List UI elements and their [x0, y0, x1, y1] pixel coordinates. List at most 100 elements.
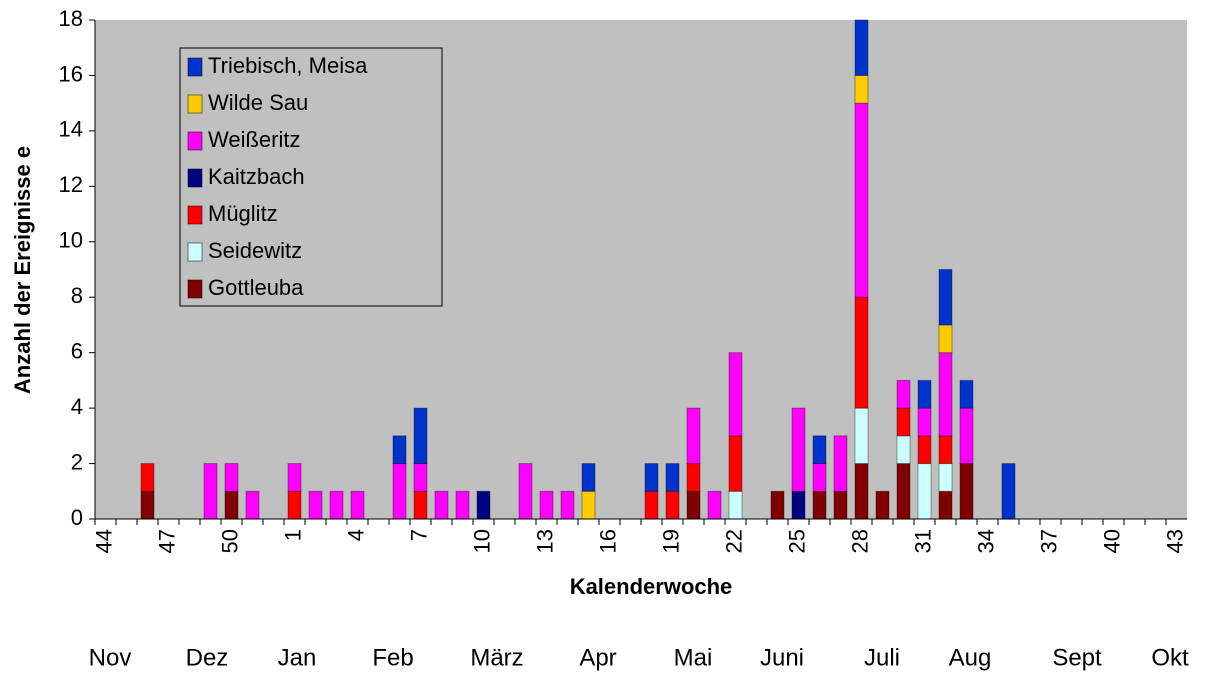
bar-segment	[581, 463, 596, 492]
bar-segment	[287, 490, 302, 520]
bar-segment	[938, 490, 953, 520]
bar-segment	[896, 463, 911, 520]
month-label: Nov	[89, 644, 132, 671]
bar-segment	[518, 463, 533, 520]
x-tick-label: 28	[847, 529, 872, 553]
bar-segment	[287, 463, 302, 492]
bar-segment	[959, 379, 974, 409]
bar-segment	[686, 407, 701, 465]
bar-segment	[203, 463, 218, 520]
bar-segment	[140, 463, 155, 492]
bar-segment	[854, 407, 869, 465]
bar-segment	[791, 490, 806, 520]
legend-label: Weißeritz	[208, 127, 301, 152]
month-label: Juli	[864, 644, 900, 671]
bar-segment	[350, 490, 365, 520]
bar-segment	[224, 463, 239, 492]
x-tick-label: 43	[1162, 529, 1187, 553]
bar-segment	[959, 407, 974, 465]
bar-segment	[833, 435, 848, 492]
bar-segment	[581, 490, 596, 520]
month-label: Juni	[760, 644, 804, 671]
bar-segment	[812, 435, 827, 465]
bar-segment	[938, 463, 953, 492]
bar-segment	[896, 407, 911, 437]
bar-segment	[917, 379, 932, 409]
bar-segment	[854, 296, 869, 409]
month-label: Mai	[674, 644, 713, 671]
bar-segment	[728, 352, 743, 437]
legend-label: Triebisch, Meisa	[208, 53, 368, 78]
y-tick-label: 18	[59, 6, 83, 31]
y-tick-label: 0	[71, 505, 83, 530]
legend-swatch	[187, 242, 203, 262]
x-tick-label: 50	[217, 529, 242, 553]
bar-segment	[896, 379, 911, 409]
bar-segment	[875, 490, 890, 520]
x-tick-label: 4	[343, 529, 368, 541]
y-tick-label: 4	[71, 394, 83, 419]
bar-segment	[959, 463, 974, 520]
x-tick-label: 13	[532, 529, 557, 553]
y-tick-label: 10	[59, 228, 83, 253]
legend-label: Kaitzbach	[208, 164, 305, 189]
x-tick-label: 37	[1036, 529, 1061, 553]
legend: Gottleuba Seidewitz Müglitz Kaitzbach Weißer…	[179, 47, 443, 307]
bar-segment	[665, 490, 680, 520]
bar-segment	[539, 490, 554, 520]
bar-segment	[854, 463, 869, 520]
x-tick-label: 10	[469, 529, 494, 553]
bar-segment	[854, 74, 869, 104]
bar-segment	[917, 435, 932, 465]
bar-segment	[224, 490, 239, 520]
bar-segment	[812, 463, 827, 492]
bar-segment	[644, 490, 659, 520]
bar-segment	[707, 490, 722, 520]
bar-segment	[644, 463, 659, 492]
bar-segment	[413, 463, 428, 492]
bar-segment	[770, 490, 785, 520]
bar-segment	[413, 407, 428, 465]
legend-swatch	[187, 131, 203, 151]
bar-segment	[812, 490, 827, 520]
x-tick-label: 34	[973, 529, 998, 553]
legend-box	[179, 47, 443, 307]
x-tick-label: 19	[658, 529, 683, 553]
x-tick-label: 1	[280, 529, 305, 541]
bar-segment	[665, 463, 680, 492]
bar-segment	[455, 490, 470, 520]
bar-segment	[476, 490, 491, 520]
month-label: März	[470, 644, 523, 671]
bar-segment	[791, 407, 806, 492]
bar-segment	[938, 352, 953, 437]
bar-segment	[833, 490, 848, 520]
month-label: Jan	[278, 644, 317, 671]
month-label: Aug	[949, 644, 992, 671]
x-tick-label: 31	[910, 529, 935, 553]
legend-swatch	[187, 94, 203, 114]
bar-segment	[938, 269, 953, 326]
legend-label: Gottleuba	[208, 275, 304, 300]
bar-segment	[728, 490, 743, 520]
bar-segment	[1001, 463, 1016, 520]
y-tick-label: 14	[59, 117, 83, 142]
y-tick-label: 16	[59, 61, 83, 86]
y-tick-label: 2	[71, 449, 83, 474]
bar-segment	[938, 435, 953, 465]
legend-label: Müglitz	[208, 201, 278, 226]
legend-swatch	[187, 57, 203, 77]
x-tick-label: 22	[721, 529, 746, 553]
bar-segment	[854, 102, 869, 298]
bar-segment	[140, 490, 155, 520]
bar-segment	[917, 407, 932, 437]
legend-swatch	[187, 279, 203, 299]
legend-label: Seidewitz	[208, 238, 302, 263]
x-tick-label: 16	[595, 529, 620, 553]
x-tick-label: 44	[91, 529, 116, 553]
bar-segment	[434, 490, 449, 520]
bar-segment	[896, 435, 911, 465]
bar-segment	[392, 435, 407, 465]
y-tick-label: 12	[59, 172, 83, 197]
bar-segment	[308, 490, 323, 520]
y-tick-label: 8	[71, 283, 83, 308]
